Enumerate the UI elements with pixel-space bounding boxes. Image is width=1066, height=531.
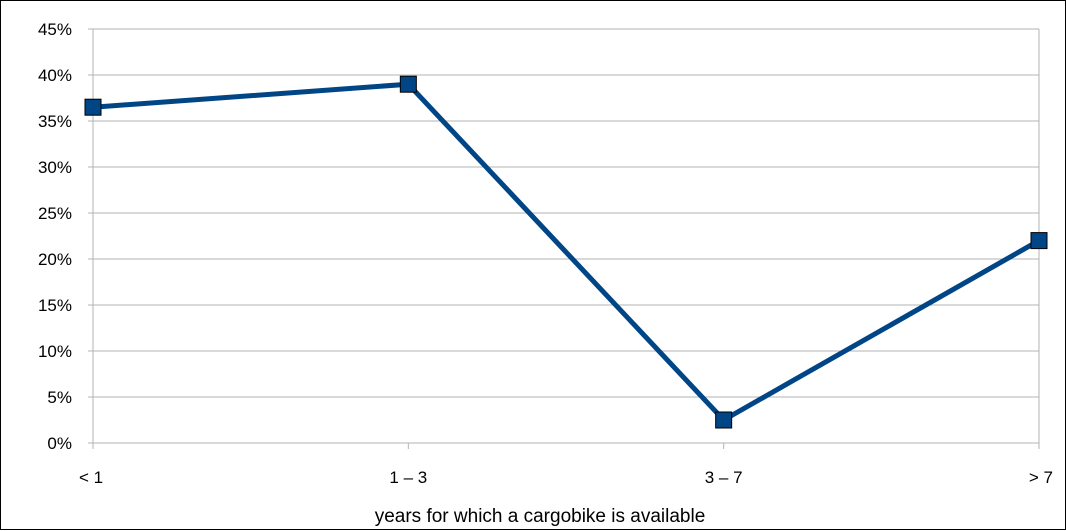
y-tick-label: 20% (38, 250, 72, 269)
gridlines (93, 28, 1040, 443)
axes (88, 28, 1040, 449)
series-line (92, 81, 1041, 424)
data-point-marker (84, 98, 102, 116)
y-tick-label: 30% (38, 158, 72, 177)
y-tick-label: 35% (38, 112, 72, 131)
data-point-marker (715, 411, 733, 429)
y-tick-label: 25% (38, 204, 72, 223)
y-tick-label: 0% (47, 434, 72, 453)
x-tick-label: < 1 (79, 468, 103, 487)
y-tick-label: 15% (38, 296, 72, 315)
markers-layer (84, 75, 1048, 429)
y-tick-label: 5% (47, 388, 72, 407)
data-point-marker (1030, 232, 1048, 250)
x-tick-label: 1 – 3 (389, 468, 427, 487)
y-tick-label: 40% (38, 66, 72, 85)
x-tick-label: > 7 (1029, 468, 1053, 487)
data-point-marker (399, 75, 417, 93)
y-tick-label: 45% (38, 20, 72, 39)
y-tick-label: 10% (38, 342, 72, 361)
x-axis-title: years for which a cargobike is available (375, 506, 706, 527)
x-tick-label: 3 – 7 (705, 468, 743, 487)
labels-layer: 0% 5% 10% 15% 20% 25% 30% 35% 40% 45% < 1 1 – 3 3 – … (38, 20, 1053, 487)
series-layer (92, 81, 1041, 424)
